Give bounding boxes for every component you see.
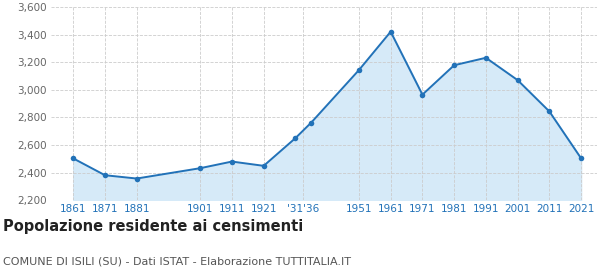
Point <box>386 29 395 34</box>
Point <box>577 156 586 161</box>
Point <box>418 92 427 97</box>
Text: COMUNE DI ISILI (SU) - Dati ISTAT - Elaborazione TUTTITALIA.IT: COMUNE DI ISILI (SU) - Dati ISTAT - Elab… <box>3 256 351 267</box>
Point <box>196 166 205 171</box>
Point <box>545 109 554 114</box>
Point <box>259 164 268 168</box>
Point <box>449 63 459 67</box>
Point <box>354 68 364 72</box>
Point <box>481 55 491 60</box>
Point <box>290 136 300 140</box>
Point <box>513 78 523 82</box>
Text: Popolazione residente ai censimenti: Popolazione residente ai censimenti <box>3 219 303 234</box>
Point <box>100 173 110 178</box>
Point <box>68 156 78 161</box>
Point <box>227 159 237 164</box>
Point <box>132 176 142 181</box>
Point <box>307 120 316 125</box>
